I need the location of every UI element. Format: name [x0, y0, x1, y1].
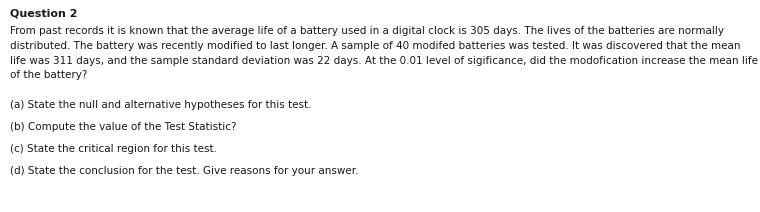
Text: (b) Compute the value of the Test Statistic?: (b) Compute the value of the Test Statis… — [10, 122, 236, 132]
Text: From past records it is known that the average life of a battery used in a digit: From past records it is known that the a… — [10, 26, 758, 80]
Text: Question 2: Question 2 — [10, 8, 78, 18]
Text: (d) State the conclusion for the test. Give reasons for your answer.: (d) State the conclusion for the test. G… — [10, 166, 359, 176]
Text: (a) State the null and alternative hypotheses for this test.: (a) State the null and alternative hypot… — [10, 100, 312, 110]
Text: (c) State the critical region for this test.: (c) State the critical region for this t… — [10, 144, 217, 154]
